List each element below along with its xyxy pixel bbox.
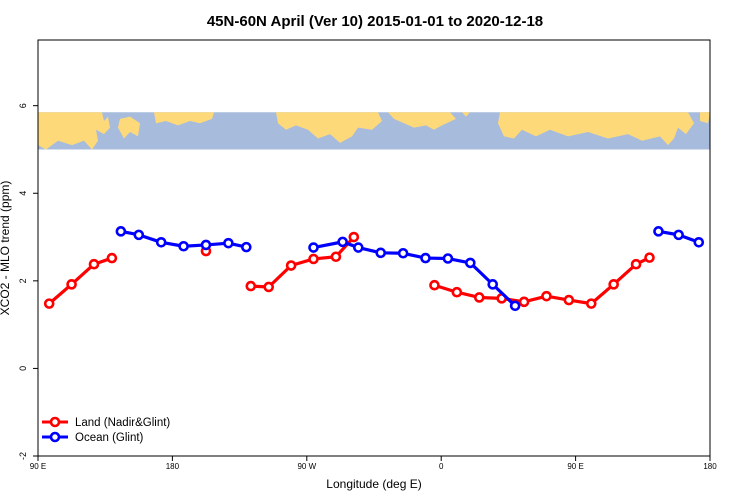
map-landmass-1 bbox=[118, 116, 140, 139]
series-land-point-13 bbox=[473, 292, 485, 303]
series-land-point-0 bbox=[43, 298, 55, 309]
series-land-point-12 bbox=[451, 286, 463, 298]
x-tick-label-1: 180 bbox=[166, 462, 180, 471]
series-land-point-8 bbox=[308, 253, 319, 265]
series-ocean-point-11 bbox=[397, 247, 409, 259]
legend-marker-land bbox=[49, 416, 61, 428]
series-ocean-point-16 bbox=[509, 300, 521, 312]
series-ocean-point-12 bbox=[420, 252, 431, 264]
series-land-point-21 bbox=[644, 252, 655, 263]
series-land-point-1 bbox=[66, 279, 77, 290]
series-ocean-point-8 bbox=[337, 236, 348, 248]
x-tick-label-5: 180 bbox=[703, 462, 717, 471]
y-tick-label-4: 6 bbox=[18, 103, 28, 108]
x-tick-label-3: 0 bbox=[439, 462, 444, 471]
x-tick-label-4: 90 E bbox=[567, 462, 583, 471]
series-land-point-2 bbox=[88, 258, 100, 270]
series-land-point-18 bbox=[585, 298, 597, 309]
series-ocean-point-9 bbox=[353, 242, 364, 253]
chart-title: 45N-60N April (Ver 10) 2015-01-01 to 202… bbox=[207, 13, 543, 30]
series-ocean-line-1 bbox=[313, 240, 517, 307]
y-axis-title: XCO2 - MLO trend (ppm) bbox=[0, 181, 12, 316]
map-landmass-6 bbox=[462, 112, 470, 117]
series-land-point-5 bbox=[245, 280, 257, 292]
x-tick-label-0: 90 E bbox=[30, 462, 46, 471]
map-landmass-0 bbox=[38, 112, 110, 150]
series-ocean-point-14 bbox=[465, 257, 476, 269]
legend-label-land: Land (Nadir&Glint) bbox=[75, 417, 170, 429]
world-map-strip bbox=[38, 112, 710, 150]
series-ocean-point-17 bbox=[653, 226, 664, 237]
map-landmass-4 bbox=[340, 118, 348, 128]
series-ocean-point-1 bbox=[133, 229, 145, 241]
series-land-point-6 bbox=[263, 281, 275, 293]
series-land-point-16 bbox=[541, 290, 552, 302]
x-tick-label-2: 90 W bbox=[297, 462, 316, 471]
map-landmass-7 bbox=[498, 112, 694, 146]
series-ocean-point-18 bbox=[673, 229, 684, 241]
x-axis: 90 E 180 90 W 0 90 E 180 bbox=[30, 456, 717, 471]
series-land-point-3 bbox=[106, 252, 118, 264]
y-tick-label-3: 4 bbox=[18, 191, 28, 196]
series-land-point-7 bbox=[285, 260, 297, 271]
series-layer bbox=[43, 226, 705, 312]
series-land-point-17 bbox=[563, 294, 575, 306]
series-ocean-point-6 bbox=[241, 241, 252, 253]
series-ocean-point-13 bbox=[442, 253, 454, 264]
y-tick-label-1: 0 bbox=[18, 366, 28, 371]
map-landmass-2 bbox=[154, 112, 214, 126]
map-landmass-5 bbox=[388, 112, 456, 130]
series-ocean bbox=[115, 226, 705, 312]
plot-frame bbox=[37, 39, 711, 457]
series-ocean-point-3 bbox=[178, 240, 189, 252]
legend-label-ocean: Ocean (Glint) bbox=[75, 432, 144, 444]
series-land-point-19 bbox=[608, 279, 619, 290]
y-axis: -2 0 2 4 6 bbox=[18, 103, 38, 460]
series-ocean-point-5 bbox=[223, 237, 234, 249]
legend-marker-ocean bbox=[49, 431, 61, 443]
series-ocean-point-2 bbox=[155, 237, 167, 248]
y-tick-label-0: -2 bbox=[18, 452, 28, 460]
map-landmass-9 bbox=[700, 112, 710, 124]
series-ocean-point-7 bbox=[308, 242, 319, 253]
legend: Land (Nadir&Glint) Ocean (Glint) bbox=[42, 416, 170, 444]
series-land-point-11 bbox=[429, 279, 440, 291]
series-ocean-point-4 bbox=[200, 239, 212, 251]
series-land-point-9 bbox=[330, 251, 342, 263]
x-axis-title: Longitude (deg E) bbox=[326, 477, 421, 491]
series-land-point-10 bbox=[348, 231, 360, 243]
series-ocean-point-19 bbox=[693, 237, 705, 248]
map-landmass-8 bbox=[656, 121, 664, 130]
series-land-point-20 bbox=[630, 258, 642, 270]
series-land-line-0 bbox=[48, 256, 113, 305]
series-land-point-15 bbox=[518, 296, 530, 308]
series-ocean-point-0 bbox=[115, 226, 127, 237]
y-tick-label-2: 2 bbox=[18, 278, 28, 283]
series-ocean-point-15 bbox=[487, 279, 499, 290]
map-landmass-3 bbox=[276, 112, 382, 143]
series-ocean-point-10 bbox=[375, 247, 387, 259]
